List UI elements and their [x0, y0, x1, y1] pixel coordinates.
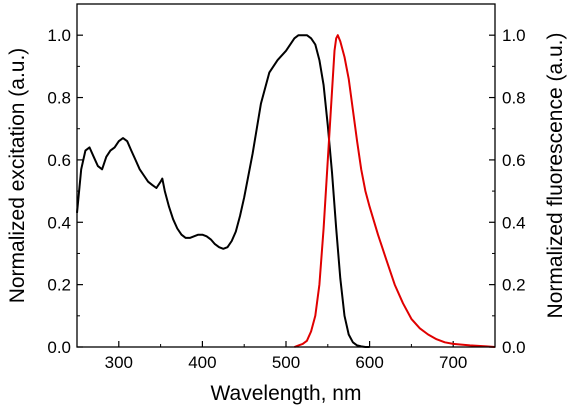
tick-labels-layer: 300 400 500 600 700 0.0 0.0 0.2 0.2 0.4 0.4 0.6 0.6 0… [47, 26, 525, 372]
fluorescence-series-line [294, 34, 496, 348]
left-y-tick-label: 0.2 [47, 276, 71, 295]
x-tick-label: 700 [439, 353, 467, 372]
left-y-tick-label: 0.0 [47, 338, 71, 357]
series-layer [76, 34, 496, 348]
x-tick-label: 500 [272, 353, 300, 372]
right-y-tick-label: 0.4 [502, 213, 526, 232]
right-y-tick-label: 1.0 [502, 26, 526, 45]
left-y-tick-label: 1.0 [47, 26, 71, 45]
x-tick-label: 300 [105, 353, 133, 372]
x-axis-title: Wavelength, nm [211, 382, 362, 405]
x-tick-label: 400 [188, 353, 216, 372]
left-y-tick-label: 0.8 [47, 89, 71, 108]
right-y-tick-label: 0.6 [502, 151, 526, 170]
left-y-tick-label: 0.4 [47, 213, 71, 232]
right-y-tick-label: 0.0 [502, 338, 526, 357]
excitation-series-line [76, 34, 370, 348]
right-y-axis-title: Normalized fluorescence (a.u.) [544, 33, 567, 319]
right-y-tick-label: 0.2 [502, 276, 526, 295]
x-tick-label: 600 [355, 353, 383, 372]
ticks-layer [76, 3, 496, 348]
left-y-axis-title: Normalized excitation (a.u.) [6, 48, 29, 304]
right-y-tick-label: 0.8 [502, 89, 526, 108]
left-y-tick-label: 0.6 [47, 151, 71, 170]
plot-frame [76, 3, 496, 348]
